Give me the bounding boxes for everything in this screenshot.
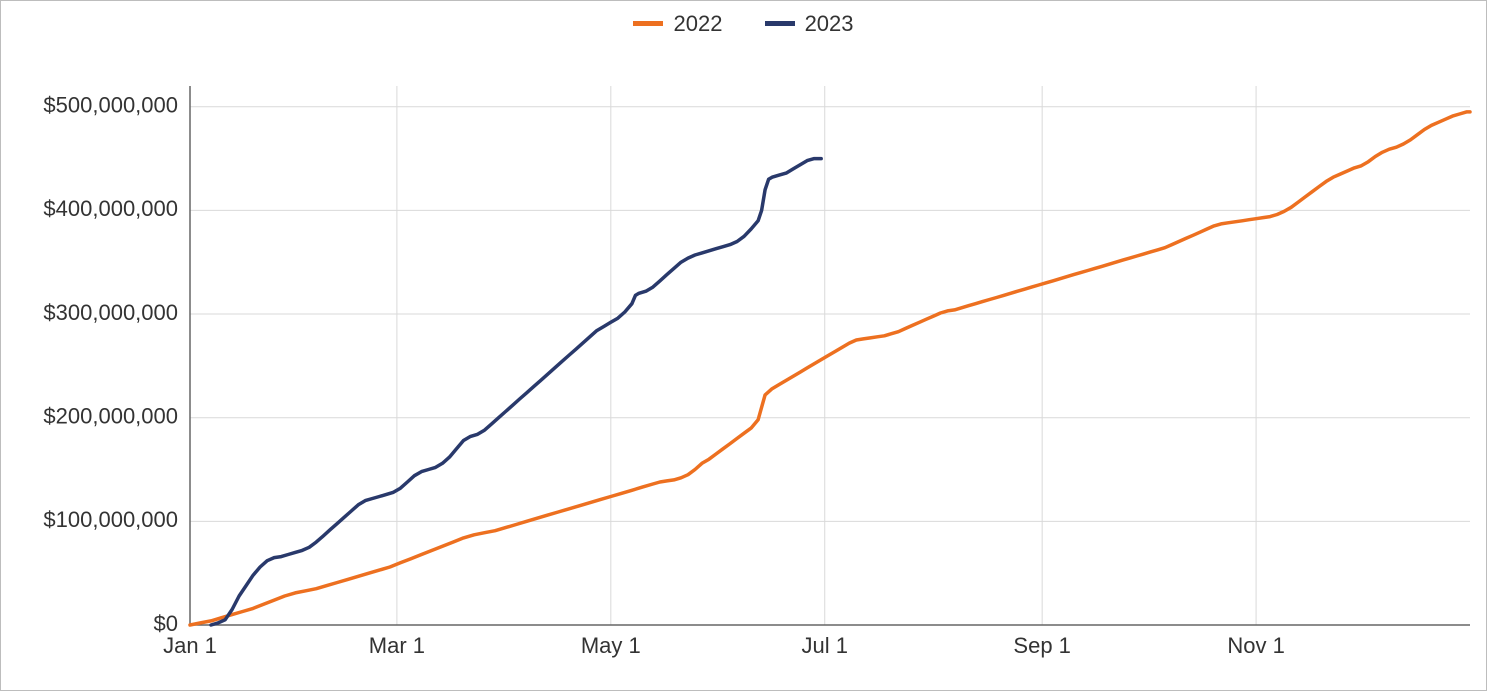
x-tick-label: Sep 1 bbox=[1013, 633, 1071, 658]
y-tick-label: $500,000,000 bbox=[43, 93, 178, 118]
legend-label-2022: 2022 bbox=[673, 11, 722, 37]
y-tick-label: $400,000,000 bbox=[43, 196, 178, 221]
x-tick-label: Jan 1 bbox=[163, 633, 217, 658]
x-tick-label: Mar 1 bbox=[369, 633, 425, 658]
legend-label-2023: 2023 bbox=[805, 11, 854, 37]
x-tick-label: Jul 1 bbox=[801, 633, 847, 658]
legend-swatch-2023 bbox=[765, 21, 795, 26]
y-tick-label: $300,000,000 bbox=[43, 300, 178, 325]
line-chart: 2022 2023 $0$100,000,000$200,000,000$300… bbox=[0, 0, 1487, 691]
chart-svg: $0$100,000,000$200,000,000$300,000,000$4… bbox=[0, 0, 1487, 691]
legend-item-2022: 2022 bbox=[633, 11, 722, 37]
y-tick-label: $100,000,000 bbox=[43, 507, 178, 532]
legend-swatch-2022 bbox=[633, 21, 663, 26]
legend-item-2023: 2023 bbox=[765, 11, 854, 37]
y-tick-label: $200,000,000 bbox=[43, 404, 178, 429]
x-tick-label: Nov 1 bbox=[1227, 633, 1284, 658]
x-tick-label: May 1 bbox=[581, 633, 641, 658]
chart-legend: 2022 2023 bbox=[0, 6, 1487, 37]
